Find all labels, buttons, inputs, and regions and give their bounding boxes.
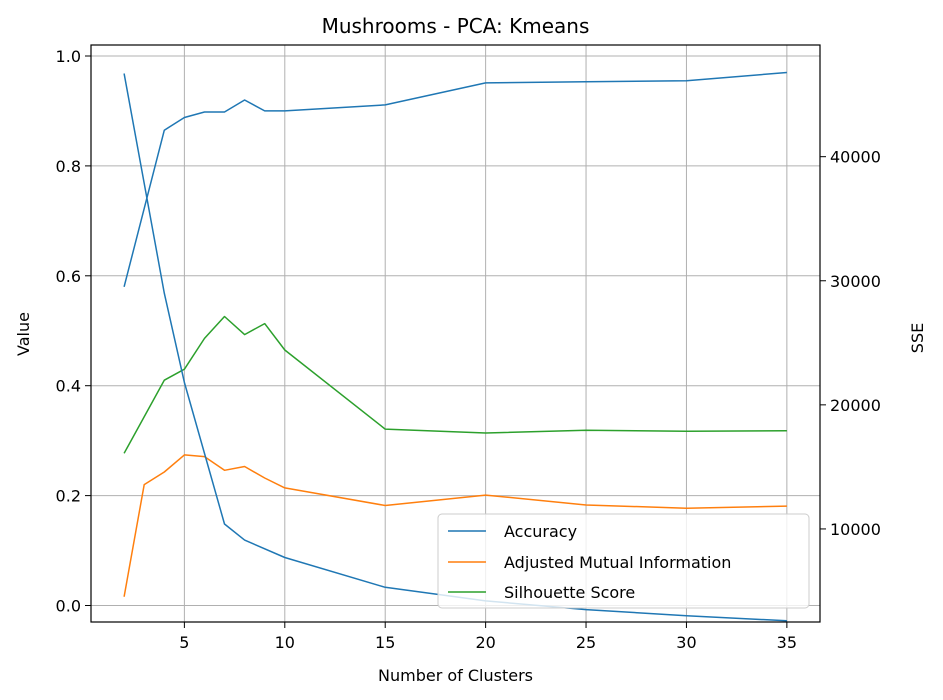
y-tick-label: 0.0 bbox=[56, 597, 81, 616]
series-line-sse bbox=[123, 73, 787, 622]
legend-label-ami: Adjusted Mutual Information bbox=[504, 553, 731, 572]
x-tick-label: 20 bbox=[475, 633, 495, 652]
y-tick-label: 0.8 bbox=[56, 157, 81, 176]
y2-tick-label: 30000 bbox=[830, 272, 881, 291]
x-tick-label: 10 bbox=[275, 633, 295, 652]
x-tick-label: 5 bbox=[179, 633, 189, 652]
x-tick-label: 25 bbox=[576, 633, 596, 652]
x-tick-label: 15 bbox=[375, 633, 395, 652]
legend: Accuracy Adjusted Mutual Information Sil… bbox=[437, 513, 810, 609]
grid bbox=[91, 45, 820, 622]
y-tick-label: 1.0 bbox=[56, 47, 81, 66]
x-tick-label: 30 bbox=[676, 633, 696, 652]
legend-box bbox=[437, 513, 810, 609]
legend-label-silhouette: Silhouette Score bbox=[504, 583, 635, 602]
y2-axis-label: SSE bbox=[908, 323, 927, 353]
y2-tick-label: 10000 bbox=[830, 520, 881, 539]
x-axis-ticks: 5 10 15 20 25 30 35 bbox=[179, 622, 797, 652]
x-axis-label: Number of Clusters bbox=[378, 666, 533, 685]
chart-title: Mushrooms - PCA: Kmeans bbox=[322, 14, 590, 38]
series-line-silhouette-score bbox=[123, 315, 787, 454]
y2-tick-label: 20000 bbox=[830, 396, 881, 415]
x-tick-label: 35 bbox=[777, 633, 797, 652]
series-lines bbox=[123, 71, 787, 622]
y2-axis-ticks: 10000 20000 30000 40000 bbox=[820, 148, 881, 539]
y-tick-label: 0.4 bbox=[56, 377, 81, 396]
y-tick-label: 0.2 bbox=[56, 487, 81, 506]
y2-tick-label: 40000 bbox=[830, 148, 881, 167]
y-axis-ticks: 0.0 0.2 0.4 0.6 0.8 1.0 bbox=[56, 47, 91, 616]
legend-label-accuracy: Accuracy bbox=[504, 522, 577, 541]
y-axis-label: Value bbox=[14, 312, 33, 356]
series-line-accuracy bbox=[123, 71, 787, 287]
y-tick-label: 0.6 bbox=[56, 267, 81, 286]
plot-frame bbox=[90, 44, 821, 623]
series-line-adjusted-mutual-information bbox=[123, 454, 787, 597]
